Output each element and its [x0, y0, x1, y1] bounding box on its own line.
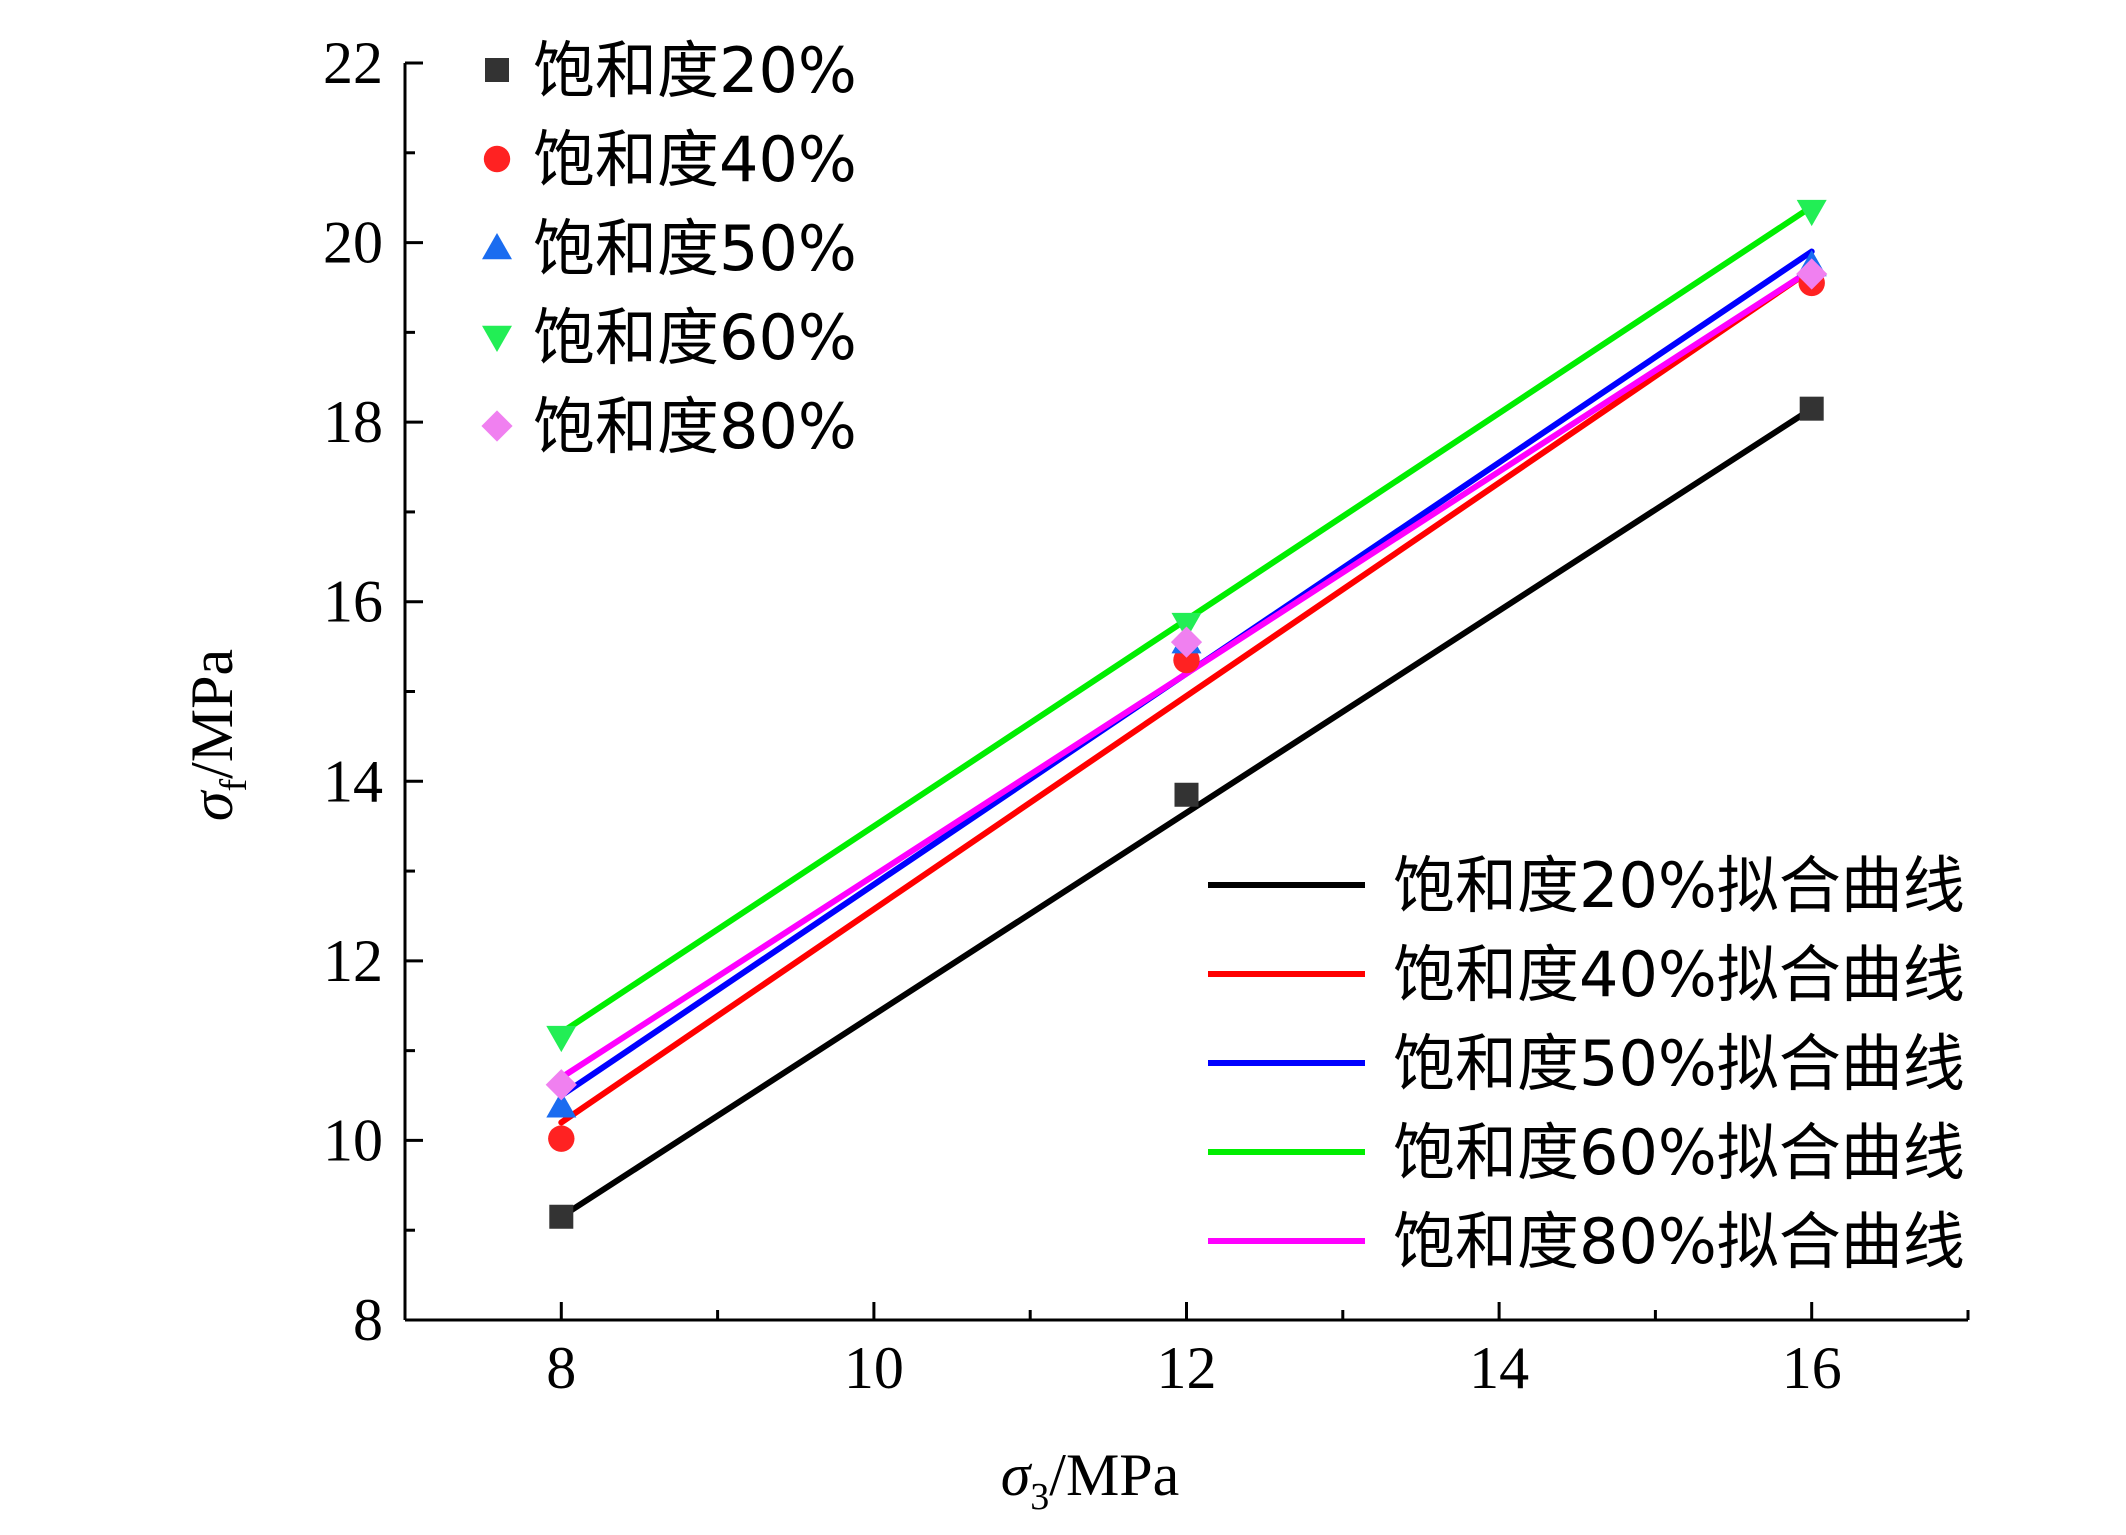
y-tick-label: 22 — [323, 30, 383, 96]
data-point — [1796, 258, 1828, 290]
y-tick-label: 14 — [323, 748, 383, 814]
legend-label: 饱和度80% — [533, 390, 857, 463]
legend-marker — [481, 410, 513, 442]
legend-marker — [485, 58, 509, 82]
legend-marker — [482, 233, 512, 260]
y-tick-label: 16 — [323, 569, 383, 635]
legend-line-label: 饱和度80%拟合曲线 — [1393, 1205, 1965, 1278]
fit-lines — [558, 203, 1815, 1220]
legend-marker — [482, 325, 512, 352]
x-tick-label: 8 — [546, 1335, 576, 1401]
data-point — [1171, 612, 1202, 640]
x-axis-title: σ3/MPa — [1001, 1442, 1180, 1518]
ticks: 8 10 12 14 16 8 10 12 14 16 18 20 22 — [323, 30, 1970, 1401]
y-axis-title: σf/MPa — [179, 649, 255, 821]
y-tick-label: 8 — [353, 1287, 383, 1353]
legend-markers: 饱和度20% 饱和度40% 饱和度50% 饱和度60% 饱和度80% — [481, 34, 857, 463]
data-point — [545, 1069, 577, 1101]
legend-label: 饱和度40% — [533, 123, 857, 196]
data-markers — [545, 199, 1828, 1229]
legend-line-label: 饱和度40%拟合曲线 — [1393, 938, 1965, 1011]
y-tick-label: 10 — [323, 1107, 383, 1173]
x-tick-label: 14 — [1469, 1335, 1529, 1401]
y-tick-label: 20 — [323, 210, 383, 276]
legend-line-label: 饱和度20%拟合曲线 — [1393, 849, 1965, 922]
fit-line — [558, 266, 1815, 1081]
data-point — [549, 1204, 574, 1229]
data-point — [1799, 396, 1824, 421]
data-point — [1174, 782, 1199, 807]
x-tick-label: 16 — [1782, 1335, 1842, 1401]
data-point — [1170, 626, 1203, 658]
data-point — [1173, 646, 1200, 674]
legend-marker — [483, 145, 511, 173]
y-tick-label: 12 — [323, 928, 383, 994]
fit-line — [558, 266, 1815, 1126]
fit-line — [558, 405, 1815, 1220]
data-point — [548, 1125, 575, 1152]
legend-lines: 饱和度20%拟合曲线饱和度40%拟合曲线饱和度50%拟合曲线饱和度60%拟合曲线… — [1208, 849, 1965, 1278]
legend-label: 饱和度50% — [533, 212, 857, 285]
y-tick-label: 18 — [323, 389, 383, 455]
data-point — [1796, 199, 1827, 227]
x-tick-label: 12 — [1157, 1335, 1217, 1401]
x-tick-label: 10 — [844, 1335, 904, 1401]
legend-label: 饱和度60% — [533, 301, 857, 374]
data-point — [546, 1091, 577, 1118]
legend-line-label: 饱和度60%拟合曲线 — [1393, 1116, 1965, 1189]
legend-label: 饱和度20% — [533, 34, 857, 107]
data-point — [546, 1025, 577, 1053]
legend-line-label: 饱和度50%拟合曲线 — [1393, 1027, 1965, 1100]
